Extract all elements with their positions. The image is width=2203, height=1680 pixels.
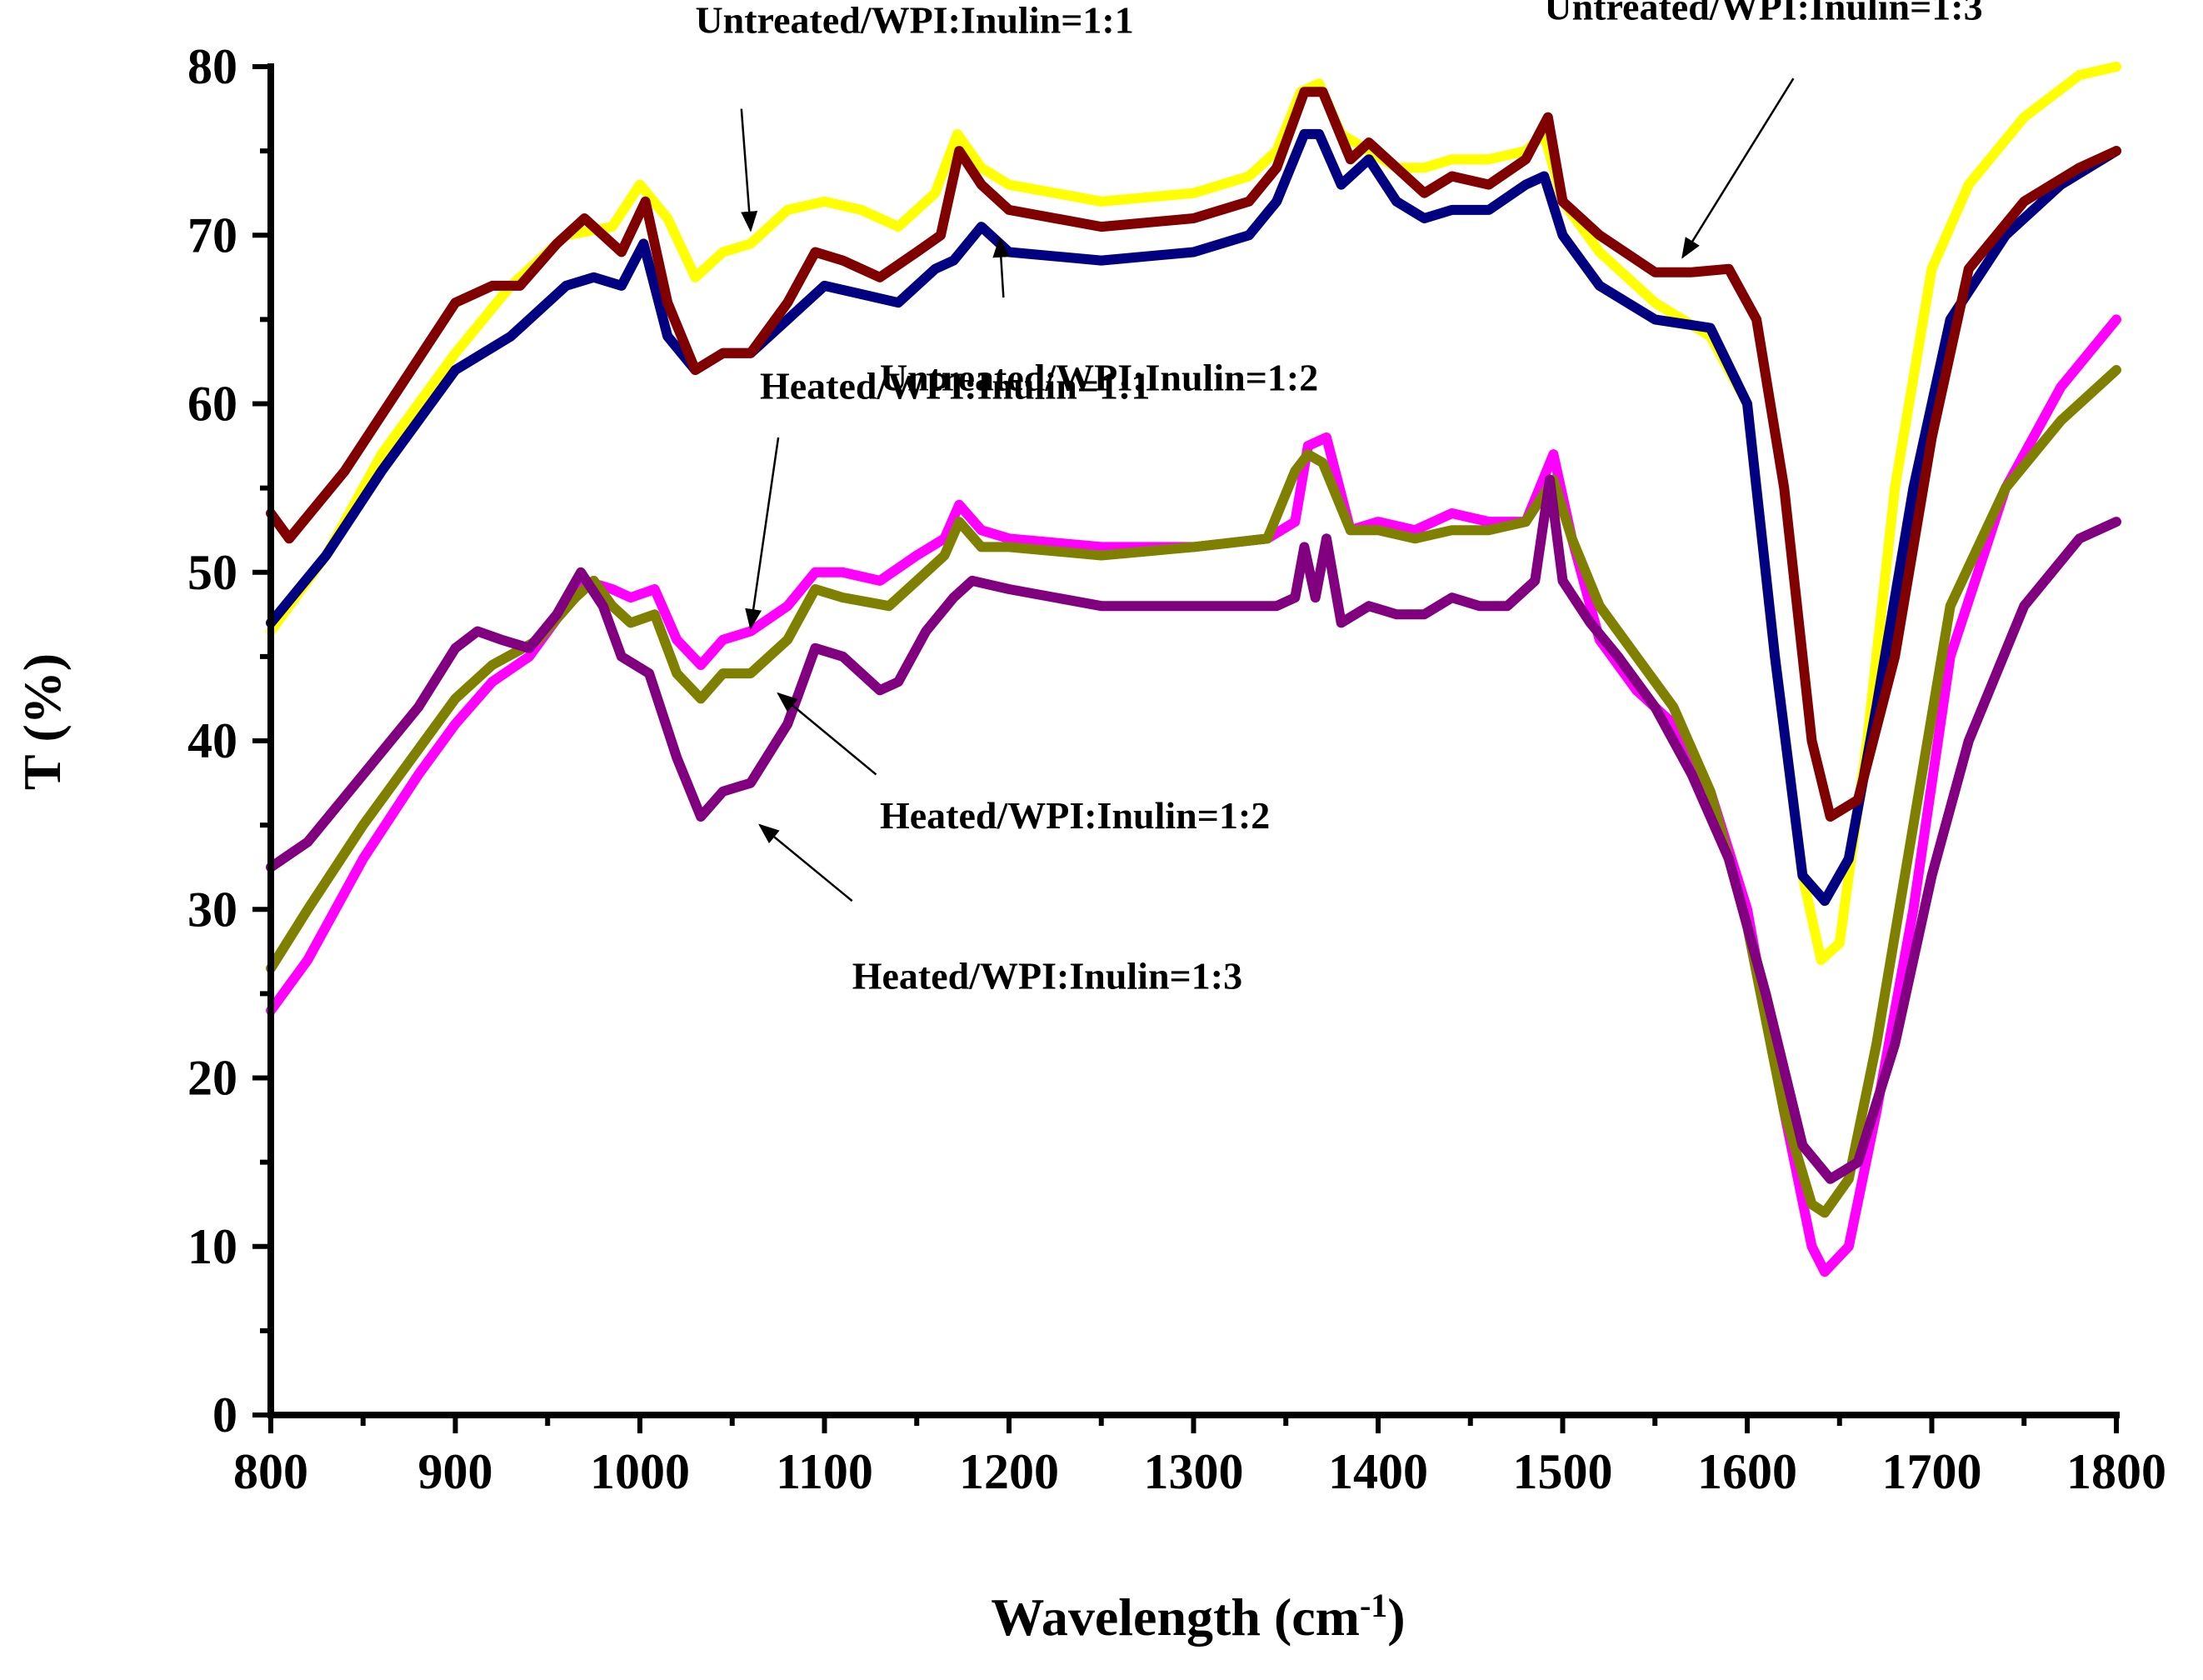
y-tick-label: 0 <box>212 1388 237 1442</box>
x-axis-title: Wavelength (cm-1) <box>991 1587 1405 1648</box>
x-tick-label: 1200 <box>959 1444 1059 1499</box>
y-tick-label: 10 <box>187 1219 237 1274</box>
annotation-label-heated-wpi-inulin-1-2: Heated/WPI:Inulin=1:2 <box>880 794 1270 837</box>
x-tick-label: 1400 <box>1328 1444 1428 1499</box>
y-tick-label: 70 <box>187 208 237 262</box>
annotation-label-heated-wpi-inulin-1-3: Heated/WPI:Inulin=1:3 <box>852 954 1242 997</box>
x-tick-label: 1800 <box>2066 1444 2166 1499</box>
series-line-untreated-wpi-inulin-1-3 <box>266 87 2121 822</box>
y-tick-label: 30 <box>187 882 237 937</box>
annotation-arrow-heated-wpi-inulin-1-3 <box>758 823 853 902</box>
y-tick-label: 60 <box>187 377 237 432</box>
annotation-label-untreated-wpi-inulin-1-3: Untreated/WPI:Inulin=1:3 <box>1544 0 1982 28</box>
annotation-label-untreated-wpi-inulin-1-1: Untreated/WPI:Inulin=1:1 <box>695 0 1133 42</box>
y-tick-label: 50 <box>187 545 237 600</box>
annotation-arrow-untreated-wpi-inulin-1-3 <box>1681 78 1795 259</box>
series-line-heated-wpi-inulin-1-3 <box>266 474 2121 1184</box>
series-layer <box>266 62 2121 1278</box>
x-tick-label: 1700 <box>1882 1444 1982 1499</box>
series-line-heated-wpi-inulin-1-2 <box>266 365 2121 1218</box>
x-tick-label: 900 <box>418 1444 493 1499</box>
x-axis-title-superscript: -1 <box>1360 1587 1387 1624</box>
x-axis-title-main: Wavelength (cm <box>991 1588 1360 1647</box>
y-tick-label: 80 <box>187 39 237 94</box>
x-tick-label: 800 <box>233 1444 308 1499</box>
x-axis-title-end: ) <box>1387 1588 1405 1647</box>
y-tick-label: 20 <box>187 1051 237 1106</box>
annotation-arrow-heated-wpi-inulin-1-2 <box>777 692 877 776</box>
x-tick-label: 1300 <box>1144 1444 1244 1499</box>
x-tick-label: 1100 <box>776 1444 873 1499</box>
annotation-arrow-untreated-wpi-inulin-1-2 <box>992 236 1010 298</box>
x-tick-label: 1500 <box>1513 1444 1613 1499</box>
series-line-untreated-wpi-inulin-1-2 <box>266 128 2121 907</box>
x-tick-label: 1000 <box>590 1444 690 1499</box>
y-axis-title: T (%) <box>12 653 72 790</box>
annotation-arrow-heated-wpi-inulin-1-1 <box>745 437 780 630</box>
annotation-layer: Untreated/WPI:Inulin=1:1 Untreated/WPI:In… <box>695 0 1982 997</box>
annotation-label-heated-wpi-inulin-1-1: Heated/WPI:Inulin=1:1 <box>760 364 1150 407</box>
annotation-arrow-untreated-wpi-inulin-1-1 <box>740 108 758 232</box>
x-tick-label: 1600 <box>1697 1444 1797 1499</box>
annotation-label-untreated-wpi-inulin-1-2: Untreated/WPI:Inulin=1:2 <box>880 356 1318 398</box>
y-tick-label: 40 <box>187 713 237 768</box>
axes-layer: 0 10 20 30 40 50 60 70 80 800 900 1000 1100 1200 1300 1… <box>187 39 2166 1499</box>
